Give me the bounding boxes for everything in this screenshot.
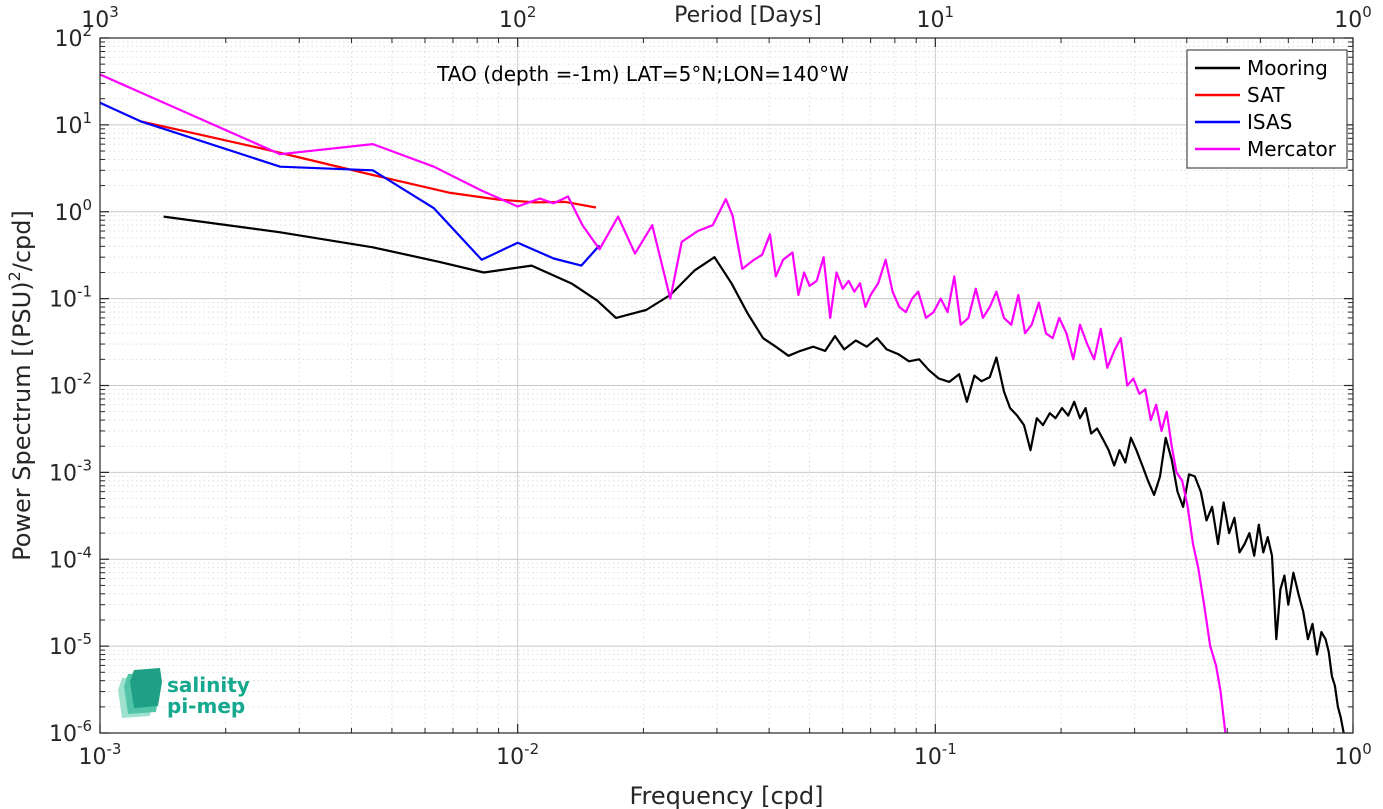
legend-label-mercator: Mercator — [1247, 137, 1337, 161]
x-tick-label: 10-2 — [496, 740, 539, 770]
y-tick-label: 10-3 — [49, 456, 92, 486]
y-axis-title-main: Power Spectrum [(PSU) — [8, 281, 36, 560]
y-tick-label: 10-2 — [49, 370, 92, 400]
legend-label-isas: ISAS — [1247, 110, 1292, 134]
y-tick-label: 10-4 — [49, 543, 92, 573]
axis-ticks: 10-3 103 10-2 102 10-1 101 100 100 10-6 10-5 10-4 1… — [49, 3, 1372, 770]
x-axis-title: Frequency [cpd] — [629, 782, 823, 809]
salinity-pi-mep-logo: salinity pi-mep — [118, 668, 250, 718]
y-axis-title: Power Spectrum [(PSU)2/cpd] — [5, 210, 36, 561]
series-line-isas — [99, 101, 601, 267]
logo-text-salinity: salinity — [167, 673, 250, 697]
series-layer — [99, 73, 1345, 734]
top-axis-title: Period [Days] — [674, 3, 822, 28]
y-tick-label: 10-5 — [49, 630, 92, 660]
series-line-mooring — [163, 215, 1345, 734]
y-tick-label: 10-1 — [49, 283, 92, 313]
y-tick-label: 100 — [54, 196, 92, 226]
y-tick-label: 101 — [54, 109, 92, 139]
chart-title: TAO (depth =-1m) LAT=5°N;LON=140°W — [436, 62, 849, 86]
x2-tick-label: 103 — [81, 3, 119, 33]
y-tick-label: 10-6 — [49, 717, 92, 747]
series-line-mercator — [99, 73, 1227, 734]
x2-tick-label: 102 — [499, 3, 537, 33]
y-axis-title-tail: /cpd] — [8, 210, 36, 271]
x-tick-label: 10-3 — [79, 740, 122, 770]
legend-label-sat: SAT — [1247, 83, 1285, 107]
major-grid — [99, 37, 1354, 734]
y-tick-label: 102 — [54, 22, 92, 52]
x-tick-label: 100 — [1334, 740, 1372, 770]
y-axis-title-exponent: 2 — [5, 271, 24, 281]
x2-tick-label: 101 — [917, 3, 955, 33]
legend-label-mooring: Mooring — [1247, 56, 1328, 80]
logo-icon — [118, 668, 162, 718]
x2-tick-label: 100 — [1334, 3, 1372, 33]
legend: Mooring SAT ISAS Mercator — [1186, 49, 1348, 169]
logo-text-pi-mep: pi-mep — [167, 694, 245, 718]
x-tick-label: 10-1 — [914, 740, 957, 770]
